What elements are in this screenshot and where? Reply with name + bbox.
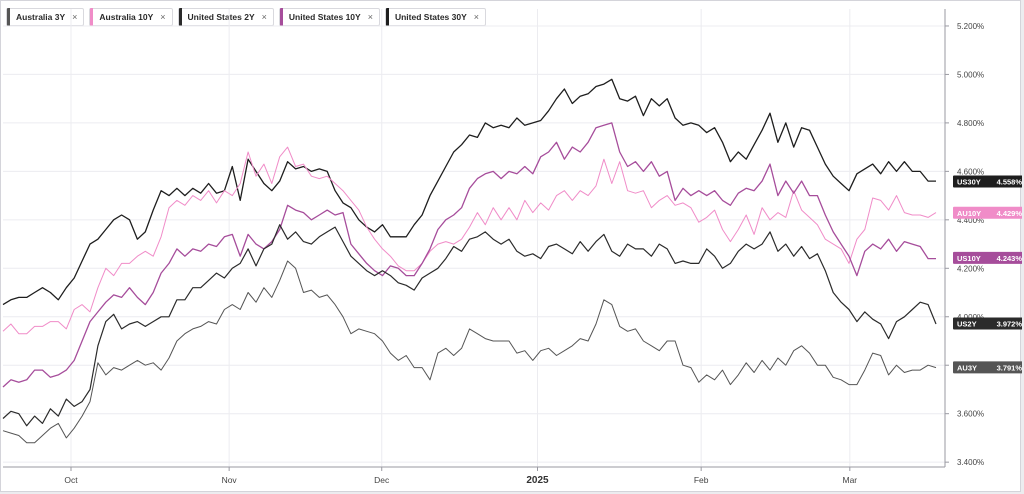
series-line (2, 224, 937, 427)
series-badge-tag: US2Y (957, 320, 977, 329)
series-value-badge (953, 251, 1022, 264)
series-value-badge (953, 175, 1022, 188)
series-line (2, 122, 936, 388)
y-tick-label: 3.600% (957, 410, 984, 419)
series-value-badge (953, 206, 1022, 219)
series-badge-tag: US30Y (957, 178, 981, 187)
x-tick-label: Feb (694, 475, 709, 485)
close-icon[interactable]: × (160, 12, 166, 22)
x-tick-label: Nov (222, 475, 238, 485)
y-tick-label: 4.800% (957, 119, 984, 128)
series-tab-label: Australia 3Y (16, 12, 66, 22)
x-tick-label: Oct (64, 475, 78, 485)
series-badge-value: 3.791% (997, 363, 1022, 372)
series-badge-value: 3.972% (997, 320, 1022, 329)
x-tick-label: Mar (842, 475, 857, 485)
series-tab-label: United States 10Y (288, 12, 361, 22)
y-tick-label: 4.400% (957, 216, 984, 225)
series-tab-label: United States 2Y (187, 12, 255, 22)
series-line (2, 146, 937, 335)
series-line (2, 78, 936, 306)
series-tab-label: United States 30Y (394, 12, 467, 22)
series-color-swatch (90, 8, 94, 26)
y-tick-label: 5.200% (957, 22, 984, 31)
y-tick-label: 4.600% (957, 167, 984, 176)
series-badge-value: 4.243% (997, 254, 1022, 263)
x-tick-label: 2025 (526, 475, 549, 486)
series-color-swatch (178, 8, 182, 26)
y-tick-label: 4.000% (957, 313, 984, 322)
series-badge-tag: AU10Y (957, 209, 981, 218)
y-tick-label: 5.000% (957, 70, 984, 79)
y-tick-label: 4.200% (957, 264, 984, 273)
series-value-badge (953, 361, 1022, 374)
close-icon[interactable]: × (261, 12, 267, 22)
close-icon[interactable]: × (367, 12, 373, 22)
close-icon[interactable]: × (72, 12, 78, 22)
series-value-badge (953, 317, 1022, 330)
series-line (2, 260, 937, 444)
series-tab[interactable]: United States 2Y × (177, 8, 274, 26)
close-icon[interactable]: × (473, 12, 480, 22)
series-badge-tag: AU3Y (957, 363, 977, 372)
series-badge-value: 4.429% (997, 209, 1022, 218)
x-tick-label: Dec (374, 475, 390, 485)
series-badge-value: 4.558% (997, 178, 1022, 187)
series-tab-label: Australia 10Y (99, 12, 154, 22)
series-color-swatch (385, 8, 389, 26)
series-color-swatch (279, 8, 283, 26)
y-tick-label: 3.400% (957, 458, 984, 467)
series-tabs: Australia 3Y × Australia 10Y × United States… (6, 8, 487, 26)
series-color-swatch (7, 8, 10, 26)
series-badge-tag: US10Y (957, 254, 981, 263)
